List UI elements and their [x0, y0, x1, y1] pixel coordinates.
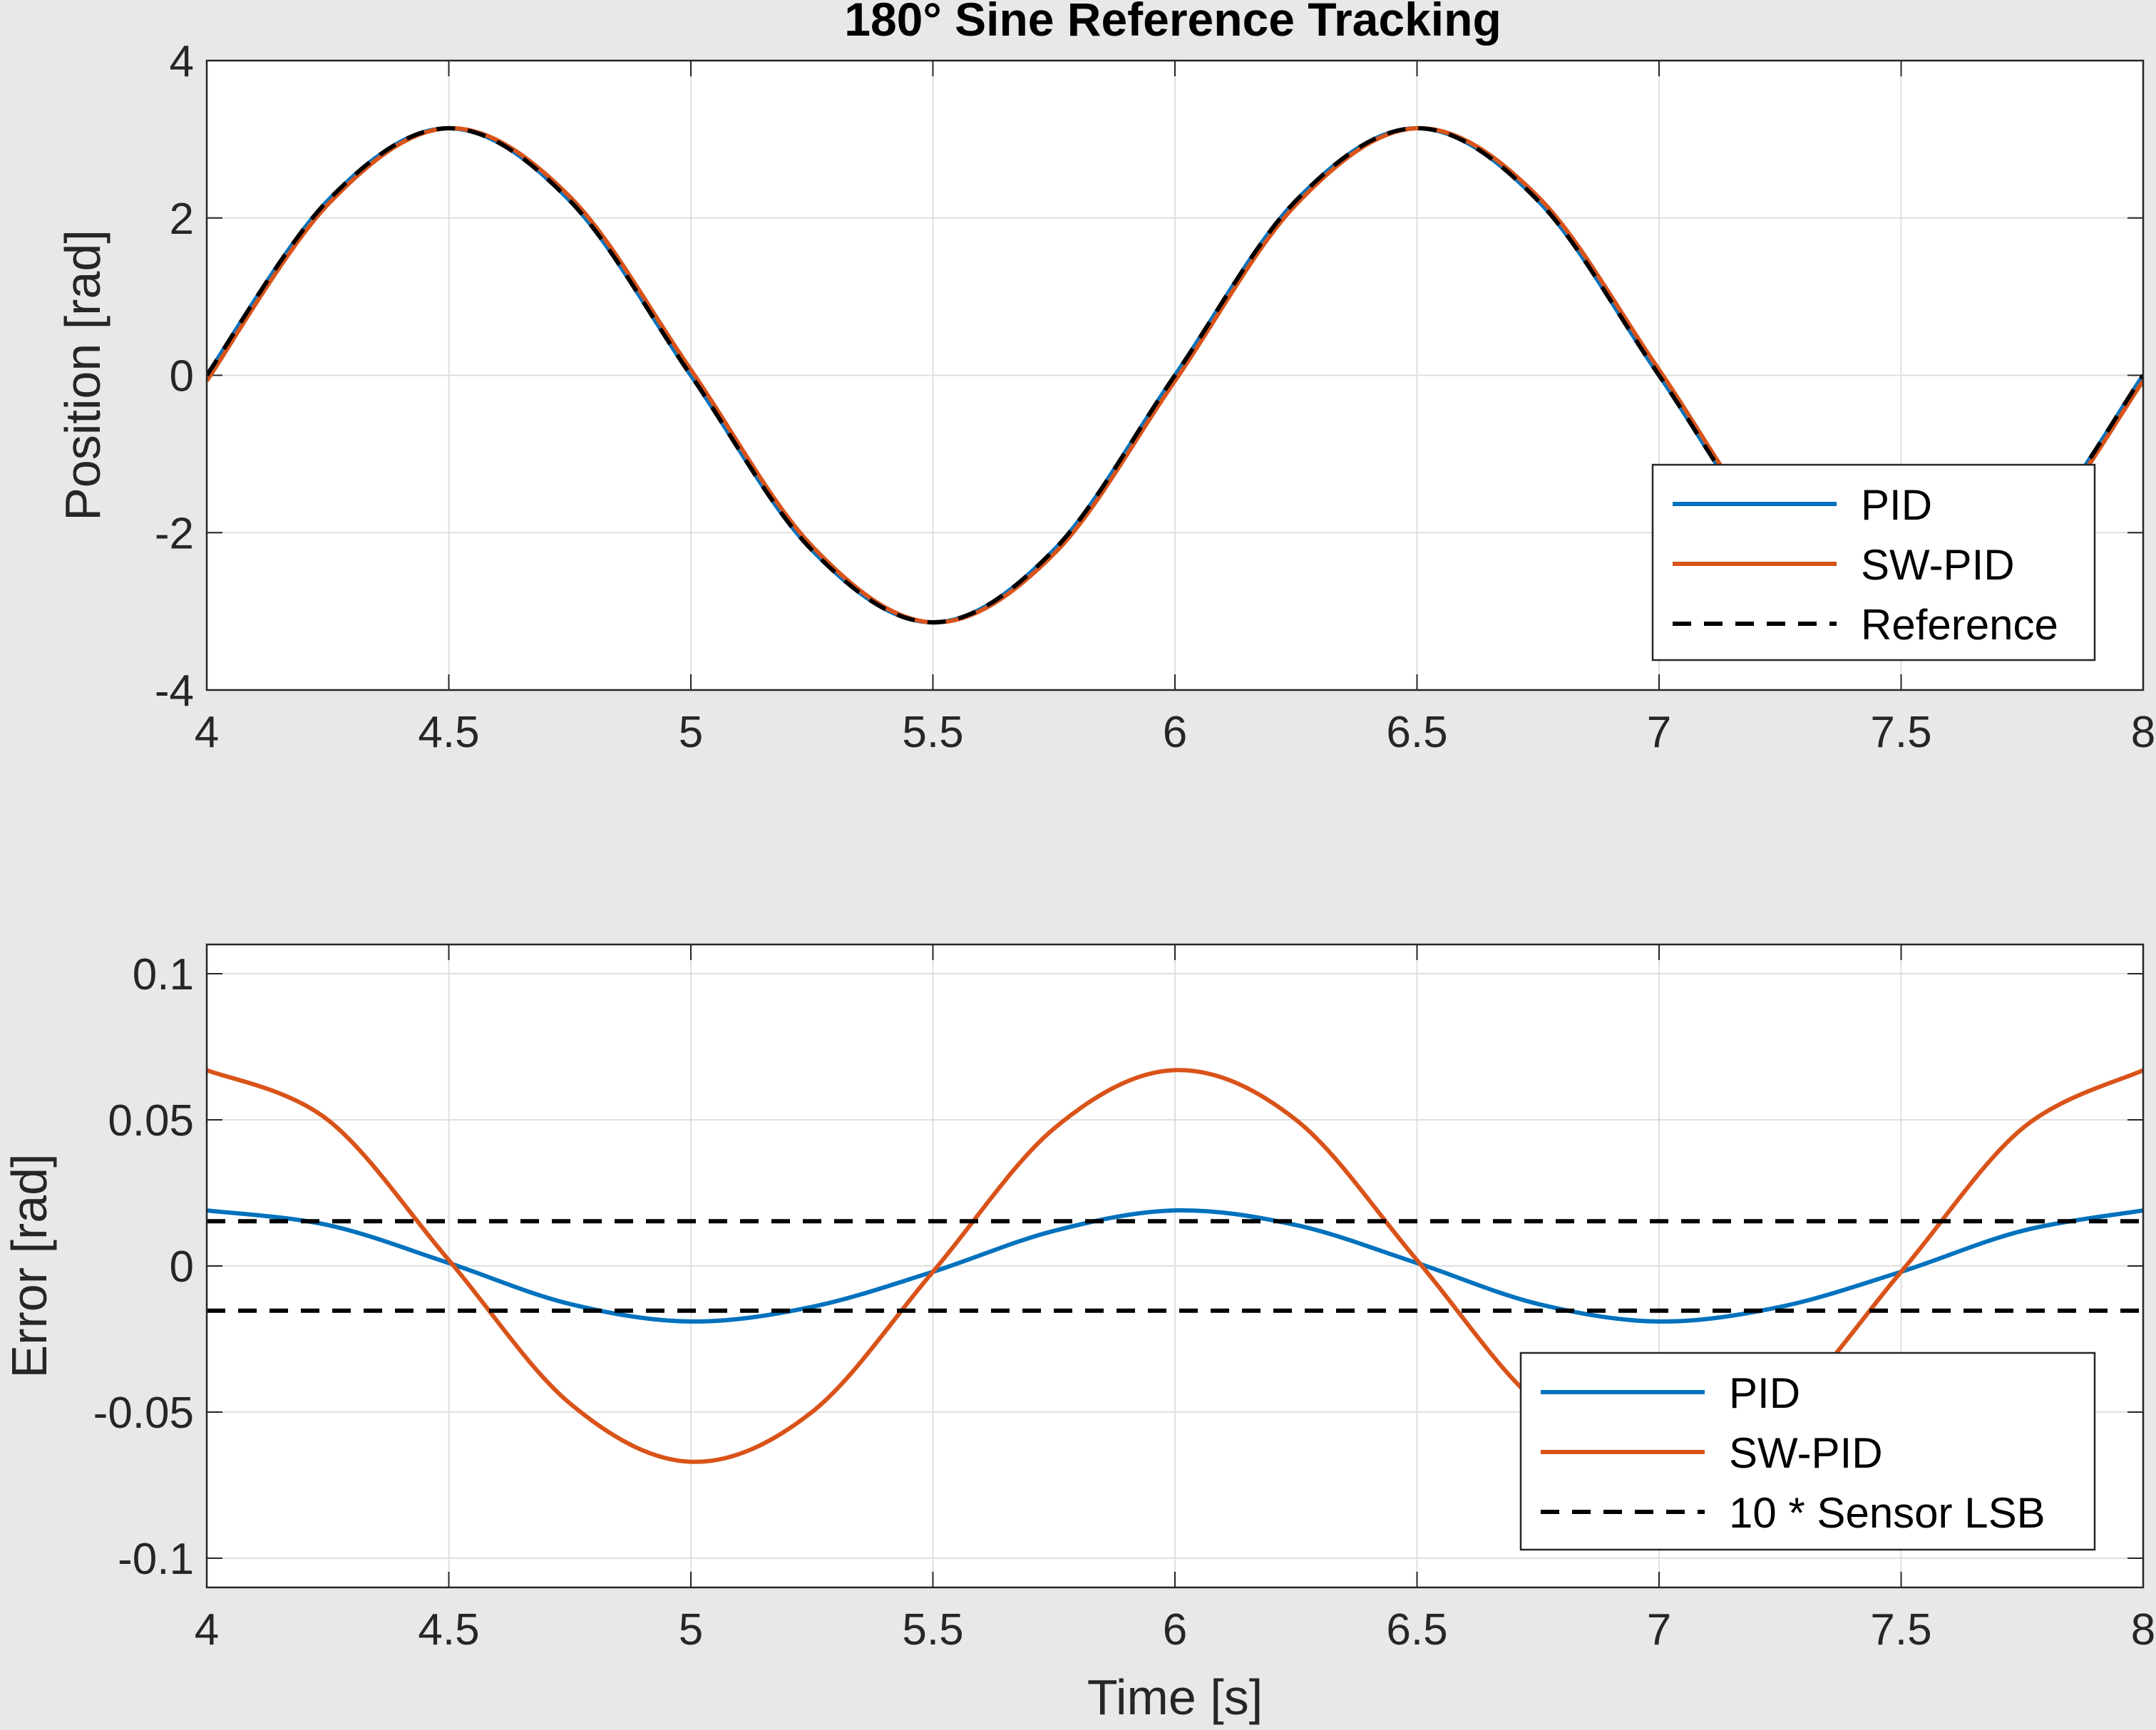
- x-tick-label: 4.5: [418, 1605, 479, 1654]
- legend: PID SW-PID 10 * Sensor LSB: [1519, 1351, 2096, 1551]
- x-tick-label: 4: [195, 1605, 219, 1654]
- position-axes: 4 4.5 5 5.5 6 6.5 7 7.5 8 -4 -2 0 2 4 Position [rad] PI…: [55, 37, 2155, 757]
- y-tick-label: 0.05: [108, 1096, 194, 1145]
- y-tick-label: 4: [170, 37, 194, 86]
- y-axis-label: Error [rad]: [1, 1153, 57, 1378]
- x-tick-label: 6: [1163, 708, 1187, 757]
- x-tick-label: 8: [2131, 1605, 2155, 1654]
- x-tick-label: 6.5: [1386, 708, 1447, 757]
- legend-label: PID: [1861, 481, 1932, 529]
- y-tick-label: -2: [155, 509, 194, 558]
- x-tick-label: 5.5: [902, 708, 963, 757]
- y-tick-label: -4: [155, 666, 194, 716]
- x-tick-label: 5.5: [902, 1605, 963, 1654]
- y-tick-label: 0: [170, 352, 194, 401]
- series-group: [207, 1068, 2143, 1464]
- x-tick-label: 8: [2131, 708, 2155, 757]
- y-tick-label: 0.1: [133, 950, 194, 999]
- legend-label: SW-PID: [1729, 1429, 1883, 1477]
- x-tick-label: 7.5: [1870, 1605, 1931, 1654]
- chart-title: 180° Sine Reference Tracking: [844, 0, 1502, 46]
- x-tick-label: 5: [679, 708, 703, 757]
- y-tick-label: -0.05: [93, 1389, 194, 1438]
- x-tick-label: 5: [679, 1605, 703, 1654]
- x-tick-label: 6: [1163, 1605, 1187, 1654]
- y-axis-label: Position [rad]: [55, 230, 111, 521]
- x-tick-label: 7: [1647, 708, 1671, 757]
- x-tick-label: 7: [1647, 1605, 1671, 1654]
- legend-label: Reference: [1861, 601, 2058, 649]
- error-axes: 4 4.5 5 5.5 6 6.5 7 7.5 8 -0.1 -0.05 0 0.05 0.1 Error …: [1, 943, 2155, 1725]
- y-tick-label: -0.1: [118, 1535, 194, 1584]
- x-axis-label: Time [s]: [1087, 1669, 1263, 1725]
- x-tick-label: 7.5: [1870, 708, 1931, 757]
- legend-label: 10 * Sensor LSB: [1729, 1489, 2045, 1537]
- legend: PID SW-PID Reference: [1651, 463, 2096, 661]
- x-tick-label: 4.5: [418, 708, 479, 757]
- x-tick-label: 4: [195, 708, 219, 757]
- legend-label: PID: [1729, 1369, 1800, 1417]
- legend-label: SW-PID: [1861, 541, 2015, 589]
- y-tick-label: 2: [170, 195, 194, 244]
- y-tick-label: 0: [170, 1242, 194, 1292]
- axes-frame: [205, 59, 2145, 691]
- x-tick-label: 6.5: [1386, 1605, 1447, 1654]
- axes-frame: [205, 943, 2145, 1589]
- series-line-pid: [207, 1208, 2143, 1324]
